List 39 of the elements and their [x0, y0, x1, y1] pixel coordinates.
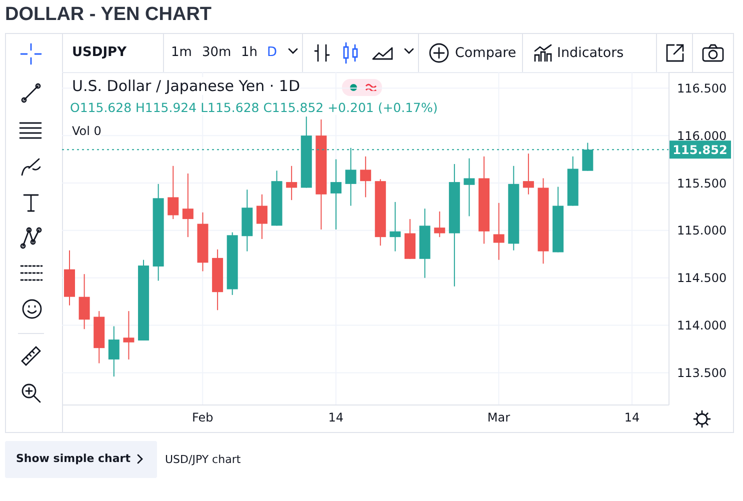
candlestick [108, 326, 120, 378]
y-tick-label: 116.500 [677, 81, 727, 96]
text: USD/JPY chart [165, 453, 241, 466]
text: USDJPY [72, 45, 126, 60]
y-tick-label: 114.500 [677, 271, 727, 286]
text: 1m [171, 45, 192, 60]
chart-subtitle: U.S. Dollar / Japanese Yen · 1D [72, 77, 300, 95]
text: 30m [202, 45, 232, 60]
candlestick [493, 202, 504, 260]
candlestick [360, 156, 372, 198]
x-tick-label: Mar [487, 410, 510, 425]
ref-line-label: 115.852 [672, 143, 728, 158]
candlestick [390, 201, 401, 252]
candlestick [286, 165, 298, 201]
x-tick-label: Feb [192, 410, 214, 425]
x-tick-label: 14 [328, 410, 344, 425]
candlestick [256, 194, 268, 240]
annotation: O115.628 H115.924 L115.628 C115.852 +0.201 (+0.17%) [70, 100, 438, 115]
candlestick [434, 210, 446, 238]
x-tick-label: 14 [624, 410, 640, 425]
candlestick [123, 310, 134, 360]
y-tick-label: 115.500 [677, 176, 727, 190]
y-tick-label: 114.000 [677, 318, 727, 333]
candlestick [168, 165, 179, 220]
candlestick [330, 158, 342, 230]
y-tick-label: 113.500 [677, 366, 727, 380]
candlestick [522, 153, 534, 195]
annotation: Vol 0 [72, 124, 102, 138]
chart-title: DOLLAR - YEN CHART [5, 4, 212, 26]
candlestick [464, 158, 475, 217]
y-tick-label: 116.000 [677, 128, 727, 143]
candlestick [78, 274, 90, 330]
text: Compare [455, 45, 516, 61]
candlestick [182, 173, 194, 238]
text: D [267, 45, 278, 60]
text: Indicators [557, 45, 624, 61]
text: 1h [241, 45, 258, 60]
text: Show simple chart [16, 452, 130, 465]
y-tick-label: 115.000 [677, 224, 727, 238]
